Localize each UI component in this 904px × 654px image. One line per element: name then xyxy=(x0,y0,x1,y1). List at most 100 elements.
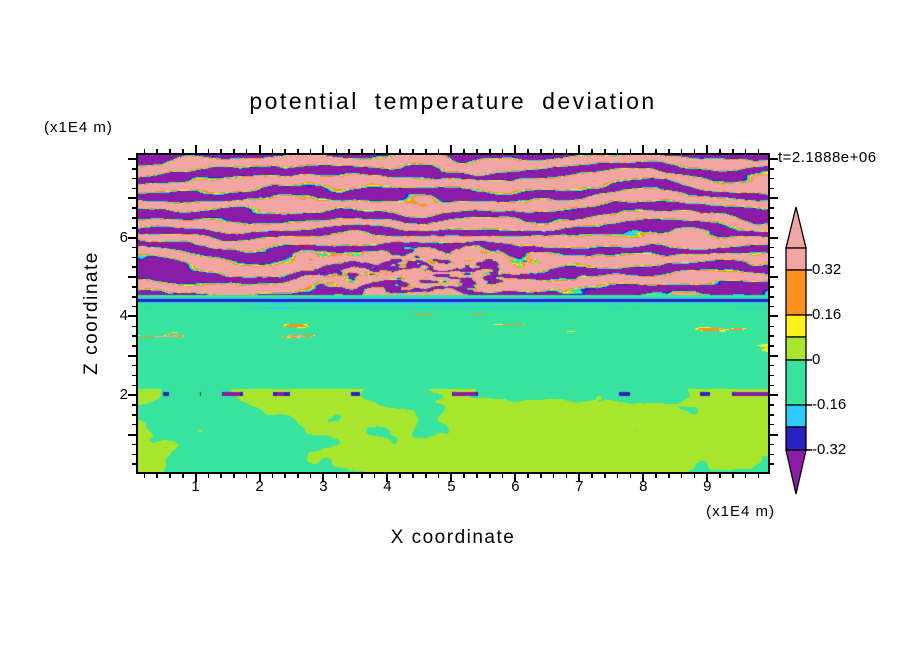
colorbar-label: 0.16 xyxy=(812,306,842,323)
axis-tick xyxy=(540,474,542,478)
axis-tick xyxy=(770,187,774,190)
x-tick-label: 3 xyxy=(319,478,328,495)
x-tick-label: 5 xyxy=(447,478,456,495)
axis-tick xyxy=(386,145,389,153)
axis-tick xyxy=(770,463,774,465)
axis-tick xyxy=(770,177,774,180)
axis-tick xyxy=(476,474,478,478)
axis-tick xyxy=(463,474,465,478)
axis-tick xyxy=(128,354,136,357)
axis-tick xyxy=(719,474,721,478)
x-tick-label: 2 xyxy=(255,478,264,495)
axis-tick xyxy=(770,345,774,347)
axis-tick xyxy=(143,474,146,478)
axis-tick xyxy=(258,145,261,153)
axis-tick xyxy=(770,256,774,259)
axis-tick xyxy=(770,364,774,367)
axis-tick xyxy=(770,227,774,229)
axis-tick xyxy=(744,474,747,478)
colorbar-segment xyxy=(785,314,807,338)
axis-tick xyxy=(578,145,581,153)
axis-tick xyxy=(284,474,286,478)
axis-tick xyxy=(770,414,774,416)
axis-tick xyxy=(450,145,453,153)
colorbar-arrow-top-icon xyxy=(785,206,807,249)
axis-tick xyxy=(156,474,158,478)
axis-tick xyxy=(616,474,619,478)
axis-tick xyxy=(297,474,299,478)
x-tick-label: 1 xyxy=(191,478,200,495)
colorbar-label: 0 xyxy=(812,351,821,368)
plot-frame xyxy=(136,153,770,474)
axis-tick xyxy=(322,145,325,153)
axis-tick xyxy=(770,207,774,209)
axis-tick xyxy=(348,474,350,478)
axis-tick xyxy=(128,394,136,397)
colorbar-segment xyxy=(785,247,807,271)
colorbar-arrow-bottom-icon xyxy=(785,449,807,495)
axis-tick xyxy=(706,145,709,153)
axis-tick xyxy=(207,474,210,478)
axis-tick xyxy=(770,423,774,426)
axis-tick xyxy=(128,197,136,200)
chart-title: potential temperature deviation xyxy=(249,88,657,114)
axis-tick xyxy=(770,335,774,337)
axis-tick xyxy=(770,404,774,406)
axis-tick xyxy=(335,474,338,478)
axis-tick xyxy=(770,276,778,279)
x-tick-label: 4 xyxy=(383,478,392,495)
axis-tick xyxy=(770,296,774,298)
axis-tick xyxy=(770,433,778,436)
axis-tick xyxy=(412,474,414,478)
x-tick-label: 8 xyxy=(639,478,648,495)
z-axis-unit-label: (x1E4 m) xyxy=(44,119,113,136)
axis-tick xyxy=(770,305,774,308)
x-axis-title: X coordinate xyxy=(390,527,516,548)
axis-tick xyxy=(220,474,222,478)
z-tick-label: 4 xyxy=(119,307,128,325)
axis-tick xyxy=(770,315,778,318)
x-tick-label: 6 xyxy=(511,478,520,495)
axis-tick xyxy=(361,474,363,478)
colorbar-label: -0.32 xyxy=(812,441,847,458)
axis-tick xyxy=(770,266,774,268)
axis-tick xyxy=(552,474,555,478)
axis-tick xyxy=(128,276,136,279)
axis-tick xyxy=(770,325,774,328)
time-annotation: t=2.1888e+06 xyxy=(778,149,877,166)
axis-tick xyxy=(194,145,197,153)
colorbar-segment xyxy=(785,426,807,451)
axis-tick xyxy=(489,474,491,478)
axis-tick xyxy=(770,197,778,200)
axis-tick xyxy=(514,145,517,153)
colorbar-segment xyxy=(785,336,807,361)
colorbar-label: 0.32 xyxy=(812,261,842,278)
axis-tick xyxy=(591,474,593,478)
axis-tick xyxy=(770,374,774,377)
axis-tick xyxy=(770,236,778,239)
axis-tick xyxy=(128,157,136,160)
axis-tick xyxy=(668,474,670,478)
axis-tick xyxy=(770,217,774,219)
colorbar-label: -0.16 xyxy=(812,396,847,413)
axis-tick xyxy=(527,474,529,478)
axis-tick xyxy=(680,474,683,478)
axis-tick xyxy=(399,474,401,478)
axis-tick xyxy=(169,474,171,478)
axis-tick xyxy=(732,474,734,478)
z-tick-label: 6 xyxy=(119,228,128,246)
axis-tick xyxy=(770,354,778,357)
axis-tick xyxy=(642,145,645,153)
axis-tick xyxy=(425,474,427,478)
colorbar-segment xyxy=(785,404,807,428)
axis-tick xyxy=(128,236,136,239)
axis-tick xyxy=(655,474,657,478)
axis-tick xyxy=(770,394,778,397)
x-tick-label: 7 xyxy=(575,478,584,495)
axis-tick xyxy=(757,474,760,478)
axis-tick xyxy=(770,168,774,170)
axis-tick xyxy=(770,384,774,387)
axis-tick xyxy=(770,157,778,160)
axis-tick xyxy=(271,474,274,478)
